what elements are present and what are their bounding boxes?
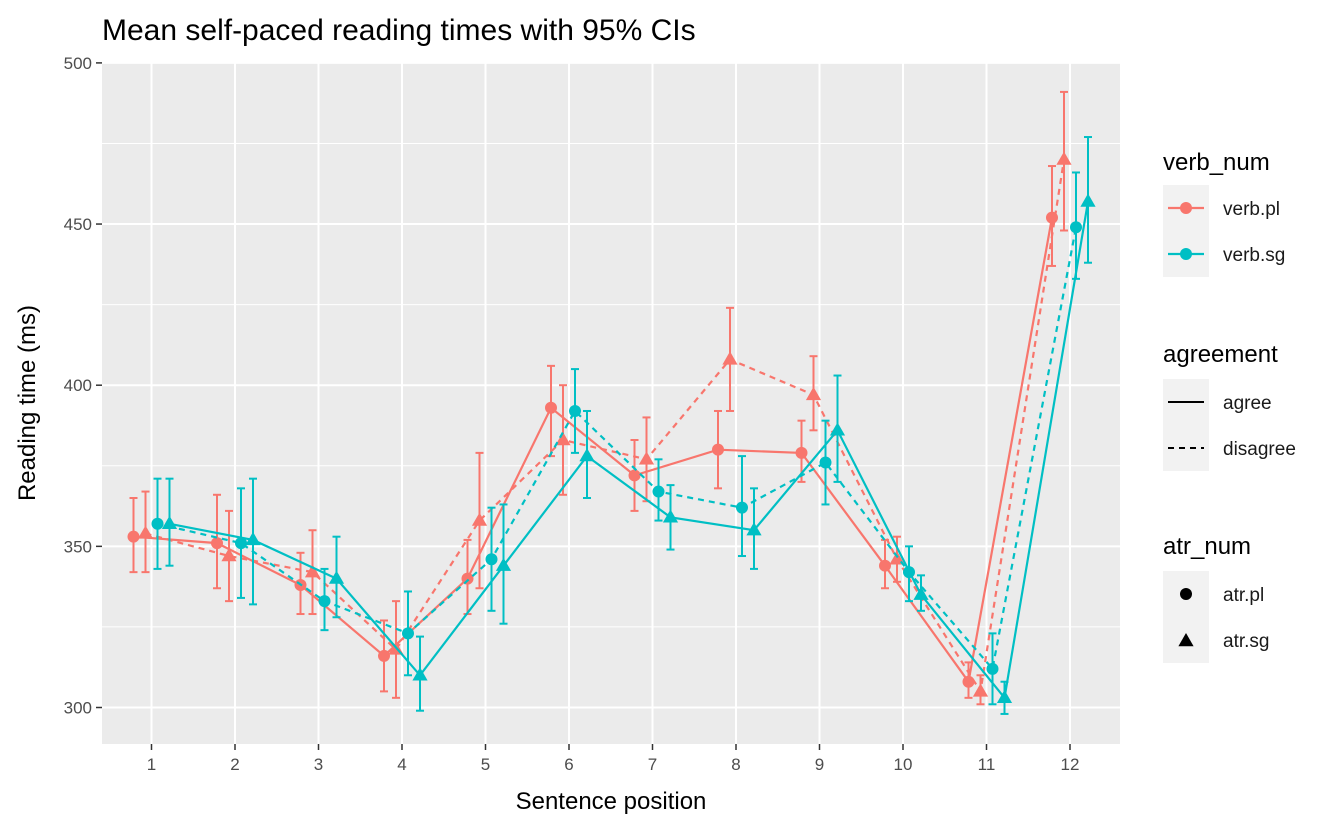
data-point <box>628 469 641 482</box>
series-line <box>133 217 1054 685</box>
series-line <box>145 159 1066 695</box>
data-point <box>1056 151 1072 165</box>
data-point <box>402 627 414 640</box>
data-point <box>579 448 595 462</box>
data-point <box>221 548 237 562</box>
y-tick-label: 450 <box>64 215 92 234</box>
data-point <box>805 386 822 401</box>
legend-key-point <box>1180 588 1192 600</box>
x-axis-title: Sentence position <box>516 788 707 815</box>
y-tick-label: 400 <box>64 376 92 395</box>
data-point <box>1080 193 1096 207</box>
legend-label: atr.sg <box>1223 631 1269 652</box>
data-point <box>161 515 178 529</box>
data-point <box>569 404 581 417</box>
x-tick-label: 5 <box>481 755 490 774</box>
data-point <box>495 557 512 571</box>
data-point <box>137 525 154 539</box>
data-point <box>819 456 832 469</box>
data-point <box>913 586 929 600</box>
x-tick-label: 2 <box>230 755 239 774</box>
data-point <box>746 522 762 536</box>
legend-key-point <box>1180 202 1192 214</box>
x-tick-label: 6 <box>564 755 573 774</box>
data-point <box>304 564 321 578</box>
x-tick-label: 3 <box>314 755 323 774</box>
data-point <box>996 689 1013 704</box>
legend-label: agree <box>1223 393 1272 414</box>
y-tick-label: 500 <box>64 54 92 73</box>
data-point <box>545 401 557 414</box>
data-point <box>555 431 571 446</box>
series-line <box>157 227 1078 672</box>
x-tick-label: 7 <box>648 755 657 774</box>
legend: verb_num verb.pl verb.sg agreement agree disa… <box>1163 149 1296 663</box>
x-tick-label: 9 <box>815 755 824 774</box>
y-tick-label: 300 <box>64 699 92 718</box>
legend-title-agreement: agreement <box>1163 341 1278 368</box>
data-point <box>412 667 428 681</box>
data-point <box>712 443 724 456</box>
data-point <box>638 451 655 465</box>
legend-title-verb-num: verb_num <box>1163 149 1270 176</box>
x-tick-label: 1 <box>147 755 156 774</box>
x-tick-label: 11 <box>978 755 996 774</box>
data-point <box>318 595 331 608</box>
legend-label: verb.sg <box>1223 245 1285 266</box>
legend-title-atr-num: atr_num <box>1163 533 1251 560</box>
data-point <box>795 446 808 459</box>
data-point <box>151 517 164 530</box>
chart-title: Mean self-paced reading times with 95% C… <box>102 14 696 47</box>
legend-key-point <box>1178 633 1194 647</box>
legend-label: disagree <box>1223 439 1296 460</box>
data-point <box>962 675 975 688</box>
data-point <box>662 509 679 523</box>
data-point <box>722 351 738 365</box>
data-point <box>245 531 261 546</box>
series-layer <box>127 90 1096 715</box>
x-tick-label: 4 <box>397 755 406 774</box>
plot-panel <box>102 62 1120 744</box>
x-tick-label: 12 <box>1061 755 1080 774</box>
data-point <box>986 662 999 675</box>
data-point <box>972 683 989 697</box>
series-verb.pl-atr.pl <box>127 165 1058 699</box>
data-point <box>471 512 488 526</box>
data-point <box>1070 221 1082 234</box>
data-point <box>461 572 474 585</box>
data-point <box>652 485 665 498</box>
grid-lines <box>102 61 1120 744</box>
data-point <box>485 553 498 566</box>
data-point <box>879 559 891 572</box>
series-verb.sg-atr.sg <box>161 136 1096 715</box>
y-axis-title: Reading time (ms) <box>14 305 41 501</box>
legend-key-point <box>1180 248 1192 260</box>
legend-label: verb.pl <box>1223 199 1280 220</box>
data-point <box>328 570 345 584</box>
data-point <box>736 501 748 514</box>
series-line <box>169 201 1090 701</box>
data-point <box>127 530 140 543</box>
data-point <box>829 422 846 436</box>
x-tick-label: 10 <box>894 755 913 774</box>
data-point <box>378 649 390 662</box>
data-point <box>211 537 223 550</box>
y-tick-label: 350 <box>64 537 92 556</box>
legend-label: atr.pl <box>1223 585 1264 606</box>
data-point <box>235 537 247 550</box>
x-tick-label: 8 <box>731 755 740 774</box>
